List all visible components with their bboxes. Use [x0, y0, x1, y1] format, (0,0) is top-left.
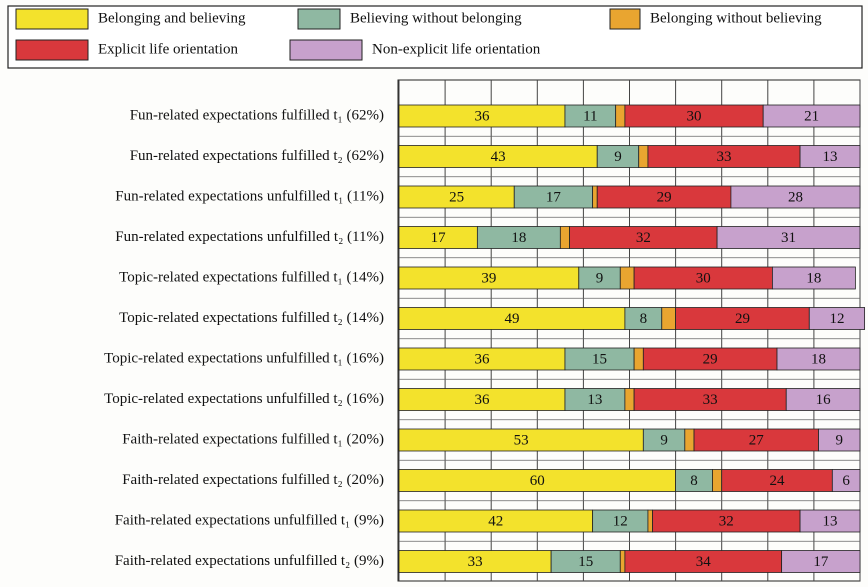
value-label: 53: [514, 432, 529, 448]
y-tick-label: Topic-related expectations unfulfilled t…: [104, 350, 384, 366]
value-label: 33: [703, 392, 718, 408]
value-label: 12: [613, 513, 628, 529]
bar-segment: [772, 266, 856, 290]
bar-segment: [818, 428, 861, 452]
bar-segment: [716, 226, 861, 249]
legend-swatch: [609, 8, 641, 30]
bar-segment: [661, 307, 677, 330]
value-label: 43: [491, 149, 506, 165]
bar-segment: [619, 550, 626, 573]
legend-label: Belonging and believing: [98, 10, 246, 26]
bar-segment: [619, 266, 635, 290]
bar-segment: [799, 509, 861, 533]
value-label: 9: [596, 270, 604, 286]
legend-label: Belonging without believing: [650, 10, 822, 26]
bar-segment: [624, 388, 635, 411]
legend-swatch: [15, 8, 89, 30]
value-label: 36: [474, 392, 490, 408]
value-label: 18: [511, 230, 526, 246]
legend-box: [7, 5, 863, 69]
value-label: 29: [735, 311, 750, 327]
y-tick-label: Fun-related expectations unfulfilled t₁ …: [115, 188, 384, 204]
value-label: 33: [717, 149, 732, 165]
value-label: 28: [788, 189, 803, 205]
value-label: 27: [749, 432, 765, 448]
value-label: 18: [806, 270, 821, 286]
bar-segment: [638, 145, 649, 168]
value-label: 17: [813, 554, 829, 570]
y-tick-label: Faith-related expectations unfulfilled t…: [115, 512, 384, 528]
bar-segment: [633, 347, 644, 371]
y-tick-label: Topic-related expectations fulfilled t₂ …: [119, 310, 384, 326]
bar-segment: [592, 185, 598, 209]
value-label: 15: [578, 554, 593, 570]
value-label: 25: [449, 189, 464, 205]
value-label: 60: [530, 473, 545, 489]
value-label: 11: [583, 108, 597, 124]
value-label: 9: [614, 149, 622, 165]
bar-segment: [808, 307, 866, 330]
value-label: 16: [816, 392, 832, 408]
legend-swatch: [297, 8, 341, 30]
value-label: 15: [592, 351, 607, 367]
value-label: 9: [836, 432, 844, 448]
value-label: 9: [660, 432, 668, 448]
bar-segment: [776, 347, 861, 371]
y-tick-label: Fun-related expectations fulfilled t₂ (6…: [130, 148, 384, 164]
bar-segment: [684, 428, 695, 452]
value-label: 13: [587, 392, 602, 408]
y-tick-label: Topic-related expectations unfulfilled t…: [104, 391, 384, 407]
value-label: 8: [640, 311, 648, 327]
value-label: 32: [636, 230, 651, 246]
y-tick-label: Faith-related expectations fulfilled t₁ …: [122, 431, 384, 447]
value-label: 21: [804, 108, 819, 124]
value-label: 39: [481, 270, 496, 286]
value-label: 24: [770, 473, 786, 489]
value-label: 8: [690, 473, 698, 489]
legend-swatch: [15, 39, 89, 61]
bar-segment: [785, 388, 861, 411]
value-label: 36: [474, 351, 490, 367]
value-label: 13: [823, 513, 838, 529]
value-label: 30: [687, 108, 702, 124]
bar-segment: [831, 469, 861, 492]
y-tick-label: Fun-related expectations unfulfilled t₂ …: [115, 229, 384, 245]
legend-label: Believing without belonging: [350, 10, 522, 26]
value-label: 18: [811, 351, 826, 367]
bar-segment: [730, 185, 861, 209]
value-label: 17: [546, 189, 562, 205]
value-label: 6: [842, 473, 850, 489]
value-label: 12: [829, 311, 844, 327]
value-label: 29: [703, 351, 718, 367]
bar-segment: [762, 104, 861, 128]
y-tick-label: Faith-related expectations unfulfilled t…: [115, 553, 384, 569]
value-label: 34: [696, 554, 712, 570]
legend-label: Explicit life orientation: [98, 41, 238, 57]
bar-segment: [615, 104, 626, 128]
bar-segment: [781, 550, 861, 573]
value-label: 33: [468, 554, 483, 570]
value-label: 31: [781, 230, 796, 246]
value-label: 29: [657, 189, 672, 205]
y-tick-label: Topic-related expectations fulfilled t₁ …: [119, 269, 384, 285]
y-tick-label: Faith-related expectations fulfilled t₂ …: [122, 472, 384, 488]
bar-segment: [799, 145, 861, 168]
value-label: 49: [504, 311, 519, 327]
bar-segment: [712, 469, 723, 492]
bar-segment: [559, 226, 570, 249]
legend-label: Non-explicit life orientation: [372, 41, 541, 57]
legend-swatch: [289, 39, 363, 61]
value-label: 13: [823, 149, 838, 165]
bar-segment: [647, 509, 653, 533]
y-tick-label: Fun-related expectations fulfilled t₁ (6…: [130, 107, 384, 123]
value-label: 32: [719, 513, 734, 529]
value-label: 30: [696, 270, 711, 286]
value-label: 17: [431, 230, 447, 246]
value-label: 42: [488, 513, 503, 529]
value-label: 36: [474, 108, 490, 124]
